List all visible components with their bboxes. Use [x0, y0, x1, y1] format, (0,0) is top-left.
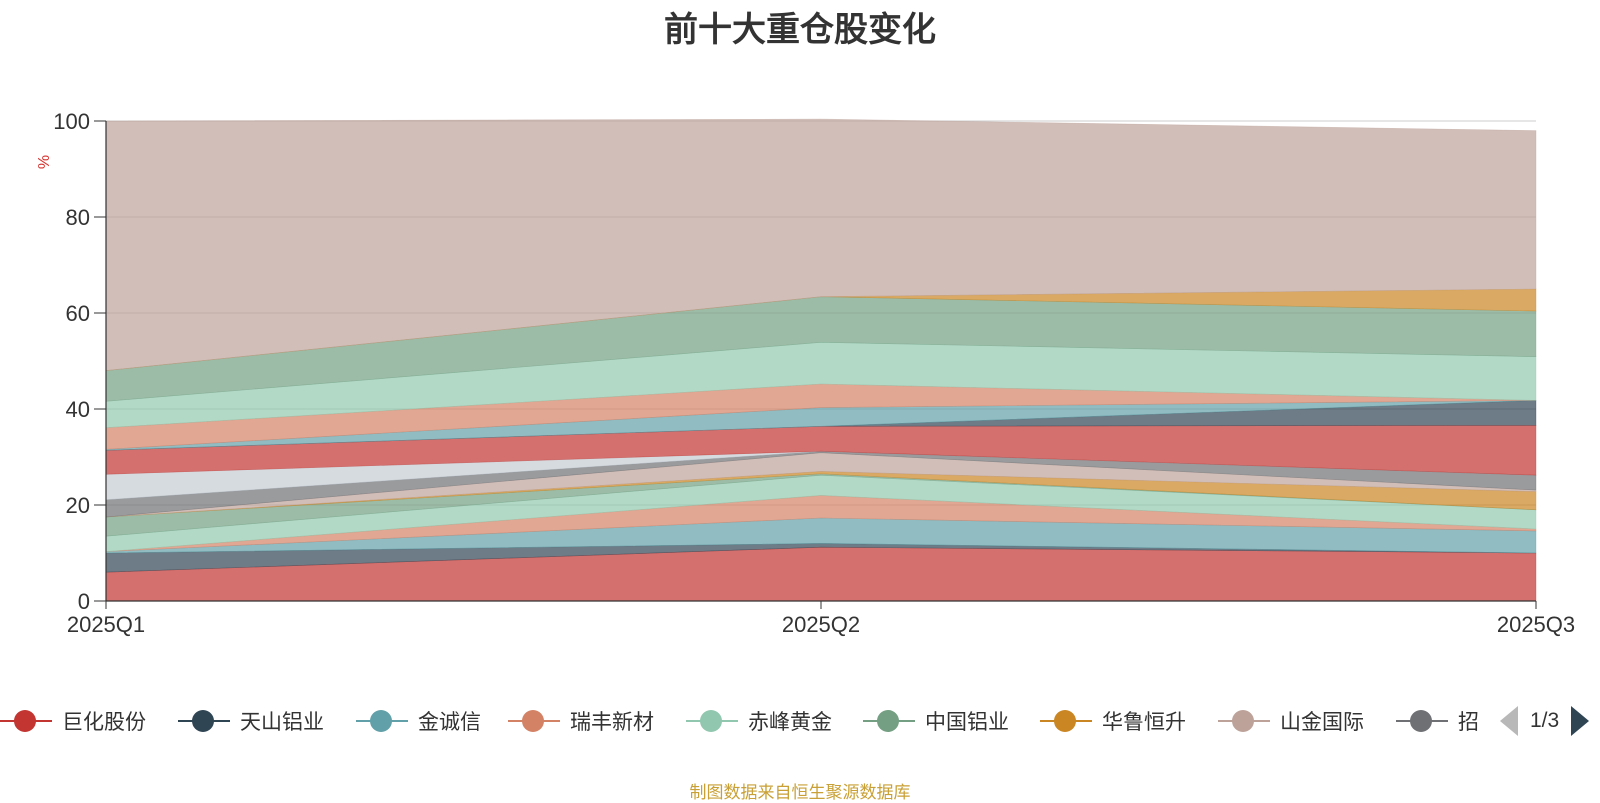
legend-label: 中国铝业 — [925, 711, 1009, 734]
legend-pager: 1/3 — [1500, 706, 1590, 736]
x-tick-label: 2025Q2 — [782, 612, 860, 637]
y-axis-label: % — [36, 155, 53, 169]
legend-label: 金诚信 — [418, 711, 481, 734]
y-tick-label: 0 — [78, 589, 90, 614]
legend-item[interactable]: 金诚信 — [356, 706, 481, 736]
legend-marker-icon — [686, 706, 738, 736]
legend-label: 山金国际 — [1280, 711, 1364, 734]
x-tick-label: 2025Q1 — [67, 612, 145, 637]
legend-marker-icon — [863, 706, 915, 736]
legend-item[interactable]: 瑞丰新材 — [508, 706, 654, 736]
axis-layer: 0 20 40 60 80 100 2025Q1 2025Q2 2025Q3% — [36, 109, 1575, 637]
legend-item[interactable]: 天山铝业 — [178, 706, 324, 736]
legend-label: 巨化股份 — [62, 711, 146, 734]
y-tick-label: 40 — [66, 397, 90, 422]
legend-label: 瑞丰新材 — [570, 711, 654, 734]
legend-marker-icon — [508, 706, 560, 736]
legend-marker-icon — [178, 706, 230, 736]
chart-title: 前十大重仓股变化 — [664, 11, 936, 49]
y-tick-label: 80 — [66, 205, 90, 230]
legend-marker-icon — [356, 706, 408, 736]
legend-marker-icon — [1218, 706, 1270, 736]
legend-item[interactable]: 招i — [1396, 706, 1480, 736]
legend-item[interactable]: 山金国际 — [1218, 706, 1364, 736]
legend-prev-icon[interactable] — [1500, 706, 1518, 736]
legend-item[interactable]: 中国铝业 — [863, 706, 1009, 736]
legend: 巨化股份 天山铝业 金诚信 瑞丰新材 赤峰黄金 中国铝业 华鲁恒升 山金国际 招i 1/3 — [0, 706, 1600, 736]
legend-label: 华鲁恒升 — [1102, 711, 1186, 734]
legend-item[interactable]: 赤峰黄金 — [686, 706, 832, 736]
legend-label: 天山铝业 — [240, 711, 324, 734]
legend-marker-icon — [0, 706, 52, 736]
legend-page-indicator: 1/3 — [1530, 709, 1560, 732]
legend-label: 赤峰黄金 — [748, 711, 832, 734]
legend-next-icon[interactable] — [1571, 706, 1590, 736]
legend-items: 巨化股份 天山铝业 金诚信 瑞丰新材 赤峰黄金 中国铝业 华鲁恒升 山金国际 招i — [0, 706, 1480, 736]
legend-item[interactable]: 巨化股份 — [0, 706, 146, 736]
chart-area: 0 20 40 60 80 100 2025Q1 2025Q2 2025Q3% — [36, 109, 1575, 637]
y-tick-label: 100 — [53, 109, 90, 134]
area-layer — [105, 118, 1537, 602]
legend-marker-icon — [1396, 706, 1448, 736]
legend-item[interactable]: 华鲁恒升 — [1040, 706, 1186, 736]
source-note: 制图数据来自恒生聚源数据库 — [689, 783, 911, 802]
y-tick-label: 20 — [66, 493, 90, 518]
y-tick-label: 60 — [66, 301, 90, 326]
x-tick-label: 2025Q3 — [1497, 612, 1575, 637]
legend-label: 招i — [1458, 711, 1480, 734]
legend-marker-icon — [1040, 706, 1092, 736]
